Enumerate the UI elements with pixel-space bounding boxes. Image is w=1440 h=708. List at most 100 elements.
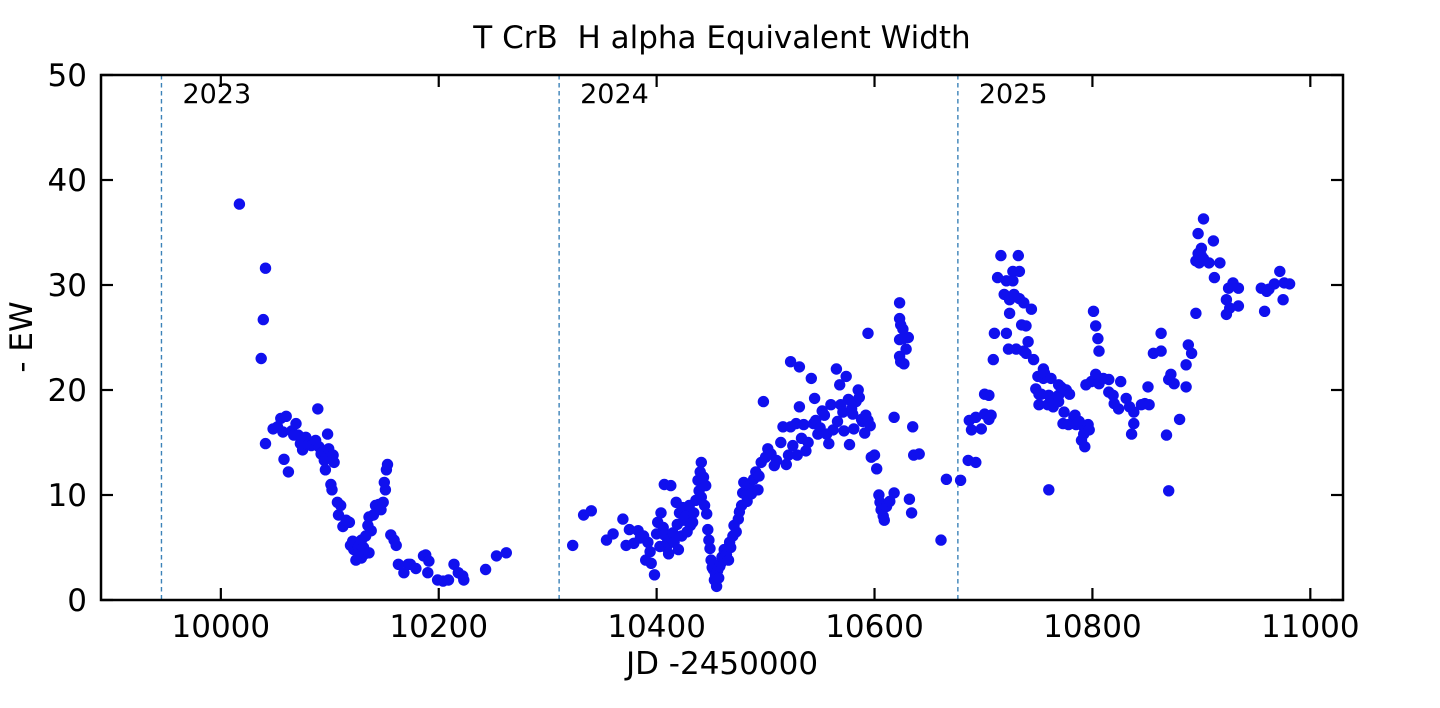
scatter-point bbox=[1224, 302, 1236, 314]
scatter-point bbox=[1107, 389, 1119, 401]
scatter-point bbox=[704, 542, 716, 555]
scatter-point bbox=[422, 567, 434, 579]
year-label-2024: 2024 bbox=[580, 79, 649, 110]
scatter-point bbox=[884, 495, 896, 507]
scatter-point bbox=[808, 392, 821, 405]
scatter-point bbox=[878, 514, 890, 526]
scatter-point bbox=[1185, 347, 1198, 359]
scatter-point bbox=[257, 313, 269, 326]
scatter-point bbox=[1208, 271, 1221, 284]
scatter-point bbox=[1274, 265, 1286, 278]
scatter-point bbox=[1003, 307, 1016, 319]
scatter-point bbox=[1087, 305, 1100, 317]
scatter-point bbox=[1192, 227, 1204, 240]
scatter-point bbox=[837, 406, 849, 418]
scatter-point bbox=[1190, 307, 1202, 319]
scatter-point bbox=[672, 543, 685, 556]
scatter-point bbox=[1007, 275, 1019, 287]
scatter-point bbox=[490, 550, 503, 562]
scatter-point bbox=[1142, 381, 1154, 393]
scatter-point bbox=[985, 409, 997, 421]
y-tick-label: 20 bbox=[48, 373, 87, 409]
scatter-point bbox=[940, 473, 953, 485]
scatter-point bbox=[871, 463, 883, 475]
scatter-point bbox=[410, 562, 422, 575]
scatter-point bbox=[259, 437, 272, 450]
scatter-point bbox=[1045, 372, 1057, 385]
scatter-point bbox=[1013, 265, 1026, 278]
scatter-point bbox=[319, 464, 332, 476]
scatter-point bbox=[365, 525, 377, 537]
scatter-point bbox=[1258, 305, 1271, 317]
scatter-point bbox=[1093, 345, 1105, 357]
x-tick-label: 10600 bbox=[825, 609, 924, 645]
scatter-point bbox=[753, 470, 765, 482]
scatter-point bbox=[935, 534, 947, 546]
y-tick-label: 10 bbox=[48, 478, 87, 514]
scatter-point bbox=[843, 438, 856, 451]
scatter-point bbox=[791, 449, 803, 461]
scatter-point bbox=[1155, 345, 1167, 357]
scatter-point bbox=[868, 449, 881, 461]
scatter-point bbox=[823, 437, 835, 450]
scatter-point bbox=[1043, 484, 1055, 496]
scatter-point bbox=[888, 411, 900, 423]
scatter-point bbox=[448, 558, 460, 570]
scatter-point bbox=[970, 411, 982, 423]
scatter-point bbox=[995, 249, 1007, 262]
scatter-point bbox=[343, 516, 356, 528]
scatter-point bbox=[700, 479, 712, 492]
scatter-point bbox=[500, 547, 512, 559]
scatter-point bbox=[975, 423, 987, 435]
scatter-point bbox=[893, 297, 906, 309]
x-tick-label: 11000 bbox=[1261, 609, 1360, 645]
scatter-point bbox=[1022, 336, 1034, 348]
scatter-point bbox=[1197, 213, 1210, 225]
year-label-2025: 2025 bbox=[979, 79, 1048, 110]
scatter-point bbox=[479, 563, 492, 576]
scatter-point bbox=[1027, 353, 1040, 366]
scatter-point bbox=[326, 484, 338, 496]
scatter-point bbox=[853, 391, 865, 404]
scatter-point bbox=[722, 554, 735, 566]
scatter-point bbox=[988, 327, 1001, 339]
scatter-point bbox=[987, 353, 999, 366]
scatter-point bbox=[1020, 347, 1032, 359]
scatter-point bbox=[1143, 399, 1155, 411]
scatter-point bbox=[442, 574, 455, 586]
scatter-point bbox=[838, 425, 850, 437]
scatter-point bbox=[623, 523, 636, 536]
scatter-point bbox=[648, 569, 661, 581]
x-tick-label: 10400 bbox=[607, 609, 706, 645]
scatter-point bbox=[1063, 388, 1076, 400]
scatter-point bbox=[770, 454, 783, 467]
scatter-point bbox=[1033, 399, 1045, 411]
scatter-point bbox=[312, 403, 324, 415]
scatter-point bbox=[713, 572, 725, 584]
scatter-point bbox=[862, 327, 874, 339]
scatter-point bbox=[423, 555, 435, 567]
scatter-point bbox=[907, 421, 919, 433]
scatter-point bbox=[1268, 278, 1281, 290]
scatter-point bbox=[1180, 381, 1192, 393]
scatter-point bbox=[1020, 320, 1032, 332]
scatter-point bbox=[1012, 249, 1024, 262]
scatter-point bbox=[255, 352, 267, 365]
scatter-point bbox=[290, 417, 302, 430]
scatter-point bbox=[898, 358, 910, 370]
scatter-point bbox=[1112, 403, 1125, 415]
scatter-point bbox=[848, 423, 860, 435]
scatter-point bbox=[1168, 378, 1180, 390]
scatter-point bbox=[1160, 429, 1173, 441]
scatter-point bbox=[902, 331, 914, 344]
scatter-point bbox=[1018, 297, 1030, 309]
scatter-point bbox=[328, 456, 340, 469]
scatter-point bbox=[805, 372, 817, 385]
scatter-point bbox=[1277, 294, 1289, 306]
scatter-point bbox=[991, 271, 1004, 284]
scatter-point bbox=[277, 426, 289, 438]
scatter-point bbox=[667, 527, 679, 539]
scatter-point bbox=[840, 370, 852, 383]
scatter-point bbox=[831, 415, 844, 428]
x-tick-label: 10000 bbox=[172, 609, 271, 645]
